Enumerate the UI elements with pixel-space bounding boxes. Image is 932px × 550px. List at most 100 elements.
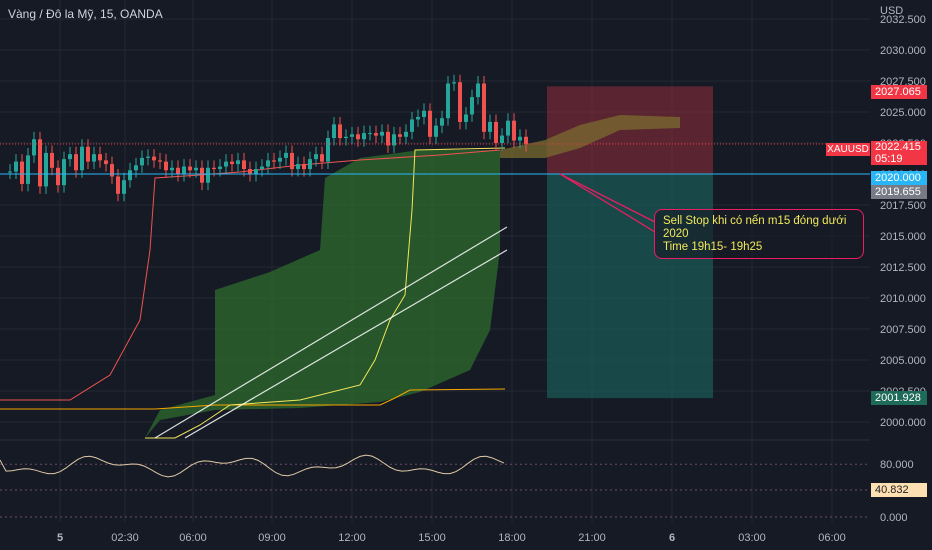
time-tick-label: 6: [669, 532, 675, 544]
candle-body: [518, 136, 522, 141]
candle-body: [194, 167, 198, 171]
time-tick-label: 21:00: [578, 532, 606, 544]
candle-body: [428, 110, 432, 137]
candle-body: [488, 121, 492, 132]
time-tick-label: 09:00: [258, 532, 286, 544]
candle-body: [506, 120, 510, 136]
take-profit-price-tag: 2001.928: [871, 391, 927, 405]
trade-note-line-2: Time 19h15- 19h25: [663, 241, 763, 253]
callout-pointer: [559, 173, 656, 223]
time-tick-label: 15:00: [418, 532, 446, 544]
price-tick-label: 2025.000: [880, 107, 926, 119]
candle-body: [212, 167, 216, 170]
oscillator-line: [0, 454, 505, 478]
candle-body: [494, 121, 498, 143]
trade-note-callout[interactable]: Sell Stop khi có nến m15 đóng dưới 2020 …: [654, 209, 864, 259]
candle-body: [200, 167, 204, 183]
oscillator-tick-label: 80.000: [880, 459, 914, 471]
ma_slow: [184, 249, 508, 439]
candle-body: [68, 154, 72, 160]
candle-body: [398, 134, 402, 137]
candle-body: [380, 131, 384, 136]
candle-body: [422, 110, 426, 117]
candle-body: [182, 166, 186, 174]
candle-body: [368, 133, 372, 135]
candle-body: [344, 136, 348, 139]
oscillator-tick-label: 0.000: [880, 512, 908, 524]
candle-body: [338, 124, 342, 139]
candle-body: [278, 157, 282, 162]
candle-body: [218, 166, 222, 170]
time-tick-label: 06:00: [818, 532, 846, 544]
candle-body: [92, 154, 96, 162]
candle-body: [176, 167, 180, 174]
level-price-tag: 2019.655: [871, 185, 927, 199]
candle-body: [56, 167, 60, 186]
candle-body: [260, 166, 264, 170]
currency-label: USD: [880, 5, 903, 17]
candle-body: [164, 161, 168, 171]
candle-body: [248, 169, 252, 174]
candle-body: [62, 159, 66, 186]
candle-body: [98, 154, 102, 161]
candle-body: [170, 167, 174, 171]
trade-note-line-1: Sell Stop khi có nến m15 đóng dưới 2020: [663, 215, 847, 240]
candle-body: [482, 83, 486, 132]
entry-price-tag: 2020.000: [871, 171, 927, 185]
candle-body: [410, 119, 414, 132]
candle-body: [110, 164, 114, 177]
bar-countdown: 05:19: [875, 153, 903, 165]
candle-body: [434, 125, 438, 137]
candle-body: [452, 82, 456, 84]
candle-body: [500, 135, 504, 143]
candle-body: [158, 160, 162, 162]
candle-body: [512, 120, 516, 141]
candle-body: [14, 161, 18, 172]
candle-body: [26, 155, 30, 184]
candle-body: [326, 138, 330, 162]
candle-body: [386, 131, 390, 146]
price-tick-label: 2007.500: [880, 324, 926, 336]
price-tick-label: 2000.000: [880, 417, 926, 429]
candle-body: [464, 114, 468, 122]
price-tick-label: 2032.500: [880, 14, 926, 26]
candle-body: [74, 154, 78, 171]
candle-body: [266, 160, 270, 167]
price-tick-label: 2017.500: [880, 200, 926, 212]
take-profit-zone: [547, 174, 713, 399]
last-price-value: 2022.415: [875, 141, 921, 153]
candle-body: [188, 166, 192, 171]
stop-loss-price-tag: 2027.065: [871, 85, 927, 99]
symbol-title: Vàng / Đô la Mỹ, 15, OANDA: [8, 7, 163, 21]
candle-body: [116, 176, 120, 194]
candle-body: [416, 116, 420, 120]
candle-body: [152, 156, 156, 161]
candle-body: [44, 152, 48, 187]
time-tick-label: 02:30: [111, 532, 139, 544]
symbol-label: XAUUSD: [826, 143, 870, 156]
candle-body: [128, 170, 132, 181]
candle-body: [404, 131, 408, 137]
time-tick-label: 06:00: [179, 532, 207, 544]
candle-body: [284, 152, 288, 158]
candle-body: [236, 160, 240, 165]
candle-body: [356, 134, 360, 140]
candle-body: [140, 157, 144, 166]
candle-body: [290, 152, 294, 170]
future-cloud: [500, 115, 680, 158]
candle-body: [320, 154, 324, 162]
candle-body: [80, 146, 84, 171]
time-tick-label: 03:00: [738, 532, 766, 544]
candle-body: [458, 82, 462, 122]
time-tick-label: 12:00: [338, 532, 366, 544]
ma_fast: [154, 226, 508, 439]
time-tick-label: 5: [57, 532, 63, 544]
candle-body: [122, 180, 126, 194]
candle-body: [374, 133, 378, 136]
candle-body: [446, 83, 450, 119]
candle-body: [224, 161, 228, 167]
candle-body: [104, 160, 108, 165]
candle-body: [308, 159, 312, 170]
candle-body: [50, 152, 54, 168]
